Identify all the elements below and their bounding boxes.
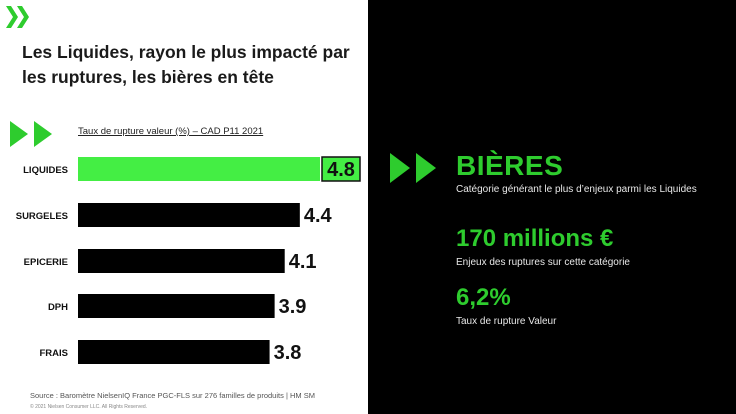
bar <box>78 340 270 364</box>
value-label: 4.8 <box>327 159 355 181</box>
bar <box>78 294 275 318</box>
highlight-category-title: BIÈRES <box>456 150 564 181</box>
source-note: Source : Baromètre NielsenIQ France PGC-… <box>30 391 315 400</box>
value-label: 3.8 <box>274 342 302 364</box>
chart-caption: Taux de rupture valeur (%) – CAD P11 202… <box>78 126 264 137</box>
stat-value-enjeux: 170 millions € <box>456 225 614 252</box>
stat-desc-enjeux: Enjeux des ruptures sur cette catégorie <box>456 257 630 268</box>
category-label: FRAIS <box>40 348 69 359</box>
stat-desc-taux: Taux de rupture Valeur <box>456 316 557 327</box>
brand-chevron-icon <box>6 6 29 28</box>
value-label: 3.9 <box>279 296 307 318</box>
right-panel <box>368 0 736 414</box>
stat-value-taux: 6,2% <box>456 284 511 311</box>
page-title: Les Liquides, rayon le plus impacté par … <box>22 42 350 87</box>
bar <box>78 203 300 227</box>
category-label: SURGELES <box>16 211 68 222</box>
bar <box>78 157 320 181</box>
bar-chart: LIQUIDES 4.8 SURGELES 4.4 EPICERIE 4.1 DPH 3.9 F… <box>16 156 361 364</box>
value-label-box <box>321 156 361 182</box>
bar <box>78 249 285 273</box>
left-panel: Les Liquides, rayon le plus impacté par … <box>0 0 368 414</box>
category-label: LIQUIDES <box>23 165 68 176</box>
category-label: DPH <box>48 302 68 313</box>
double-chevron-icon <box>10 121 52 147</box>
double-chevron-icon <box>390 153 436 183</box>
value-label: 4.4 <box>304 205 333 227</box>
copyright-note: © 2021 Nielsen Consumer LLC. All Rights … <box>30 404 148 410</box>
highlight-category-desc: Catégorie générant le plus d’enjeux parm… <box>456 184 697 195</box>
category-label: EPICERIE <box>24 257 68 268</box>
value-label: 4.1 <box>289 251 317 273</box>
